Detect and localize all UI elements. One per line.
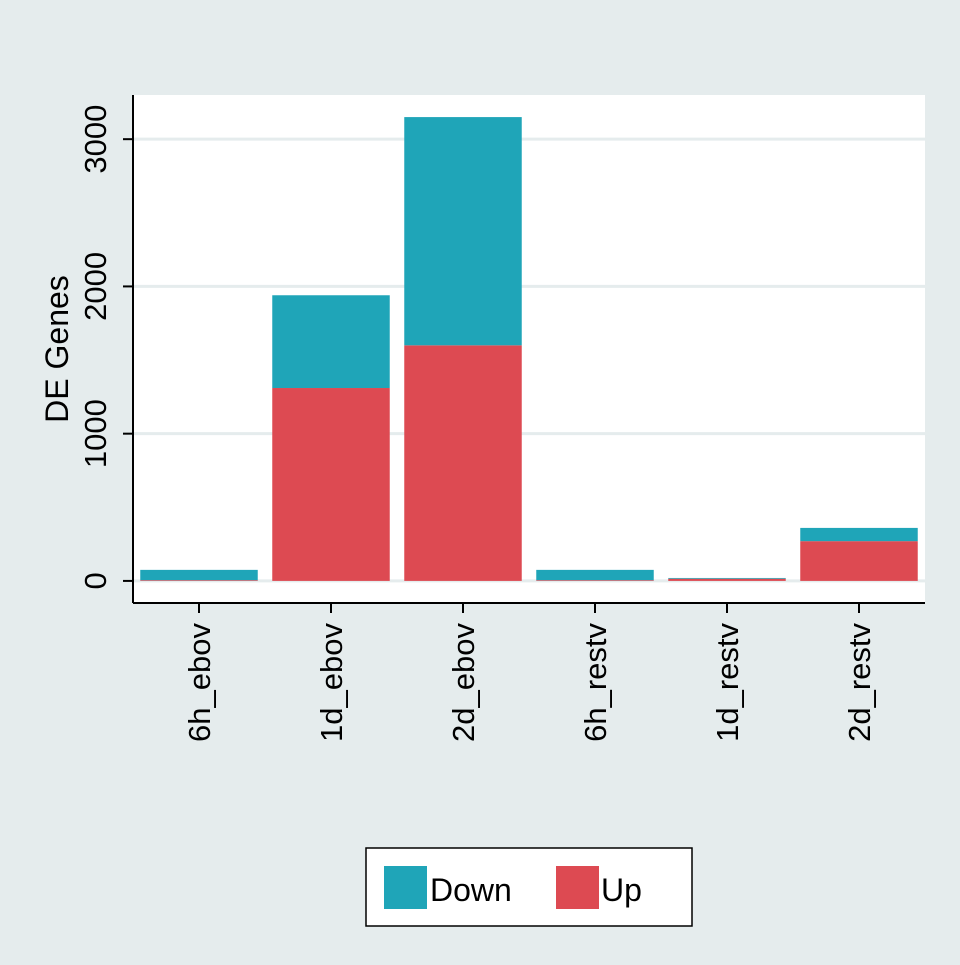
legend-swatch-down: [384, 866, 427, 909]
plot-background: [133, 95, 925, 603]
bar-6h_restv-down: [536, 569, 654, 581]
x-tick-label-6h_restv: 6h_restv: [578, 623, 613, 742]
axes: [132, 95, 925, 604]
bar-6h_ebov-down: [140, 569, 258, 581]
x-tick-label-1d_restv: 1d_restv: [710, 623, 745, 742]
bar-2d_ebov-down: [404, 117, 522, 346]
bar-2d_ebov-up: [404, 345, 522, 581]
legend-box: [365, 847, 693, 927]
bar-2d_restv-up: [800, 541, 918, 581]
y-tick-labels: 0 1000 2000 3000: [78, 105, 133, 590]
bar-6h_ebov-up: [140, 580, 258, 581]
gridlines: [133, 137, 925, 583]
y-tick-label-3: 3000: [78, 105, 113, 174]
x-tick-labels: 6h_ebov 1d_ebov 2d_ebov 6h_restv 1d_restv 2d_…: [182, 603, 877, 742]
x-tick-label-6h_ebov: 6h_ebov: [182, 623, 217, 742]
legend: Down Up: [365, 847, 693, 927]
x-tick-label-2d_restv: 2d_restv: [842, 623, 877, 742]
legend-label-down: Down: [430, 872, 512, 908]
x-tick-label-2d_ebov: 2d_ebov: [446, 623, 481, 742]
bar-1d_ebov-up: [272, 388, 390, 581]
y-tick-label-1: 1000: [78, 399, 113, 468]
y-tick-label-2: 2000: [78, 252, 113, 321]
bar-2d_restv-down: [800, 527, 918, 542]
x-tick-label-1d_ebov: 1d_ebov: [314, 623, 349, 742]
bar-6h_restv-up: [536, 580, 654, 581]
bar-1d_ebov-down: [272, 295, 390, 389]
y-tick-label-0: 0: [78, 572, 113, 589]
bars: [140, 117, 918, 581]
y-axis-label: DE Genes: [39, 275, 75, 423]
bar-1d_restv-up: [668, 578, 786, 581]
legend-label-up: Up: [601, 872, 642, 908]
bar-1d_restv-down: [668, 577, 786, 579]
legend-swatch-up: [556, 866, 599, 909]
